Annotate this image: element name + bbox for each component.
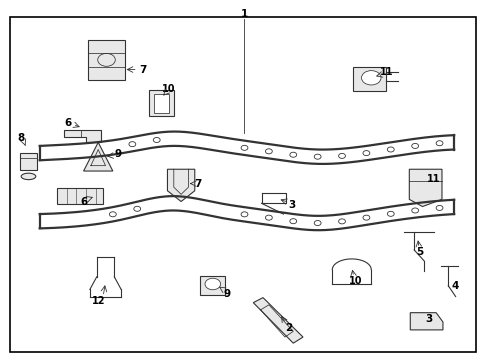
Text: 7: 7 — [194, 179, 202, 189]
Text: 11: 11 — [379, 67, 393, 77]
Text: 4: 4 — [450, 281, 458, 291]
Circle shape — [265, 149, 272, 154]
Text: 7: 7 — [139, 64, 146, 75]
Circle shape — [361, 71, 380, 85]
Circle shape — [289, 219, 296, 224]
Text: 5: 5 — [416, 247, 423, 257]
Circle shape — [153, 138, 160, 143]
Text: 2: 2 — [284, 323, 291, 333]
Circle shape — [338, 153, 345, 158]
Circle shape — [386, 211, 393, 216]
Polygon shape — [57, 188, 103, 204]
Polygon shape — [88, 40, 125, 80]
Circle shape — [109, 212, 116, 217]
Polygon shape — [409, 313, 442, 330]
Text: 9: 9 — [114, 149, 121, 159]
Circle shape — [241, 145, 247, 150]
Text: 10: 10 — [348, 276, 362, 286]
Circle shape — [435, 141, 442, 146]
Polygon shape — [253, 298, 303, 343]
Circle shape — [134, 206, 141, 211]
Text: 10: 10 — [162, 84, 175, 94]
Bar — [154, 94, 168, 113]
Text: 8: 8 — [18, 133, 25, 143]
Bar — [199, 276, 224, 295]
Polygon shape — [167, 169, 194, 202]
Circle shape — [129, 141, 136, 147]
Polygon shape — [408, 169, 441, 207]
Circle shape — [435, 206, 442, 211]
Circle shape — [241, 212, 247, 217]
Text: 3: 3 — [288, 200, 295, 210]
Circle shape — [289, 152, 296, 157]
Circle shape — [204, 278, 220, 290]
Bar — [149, 90, 173, 116]
Circle shape — [314, 154, 321, 159]
Text: 1: 1 — [241, 9, 247, 19]
Circle shape — [411, 143, 418, 148]
Text: 3: 3 — [425, 314, 431, 324]
Text: 6: 6 — [64, 118, 71, 128]
Circle shape — [314, 221, 321, 226]
Circle shape — [362, 150, 369, 156]
Text: 6: 6 — [80, 197, 87, 207]
Circle shape — [338, 219, 345, 224]
Circle shape — [362, 215, 369, 220]
Bar — [20, 153, 37, 170]
Circle shape — [411, 208, 418, 213]
Circle shape — [265, 215, 272, 220]
Polygon shape — [64, 130, 101, 142]
Text: 11: 11 — [426, 174, 439, 184]
Polygon shape — [83, 142, 113, 171]
Bar — [352, 67, 385, 91]
Ellipse shape — [21, 173, 36, 180]
Text: 12: 12 — [91, 296, 105, 306]
Text: 9: 9 — [224, 289, 230, 299]
Circle shape — [386, 147, 393, 152]
